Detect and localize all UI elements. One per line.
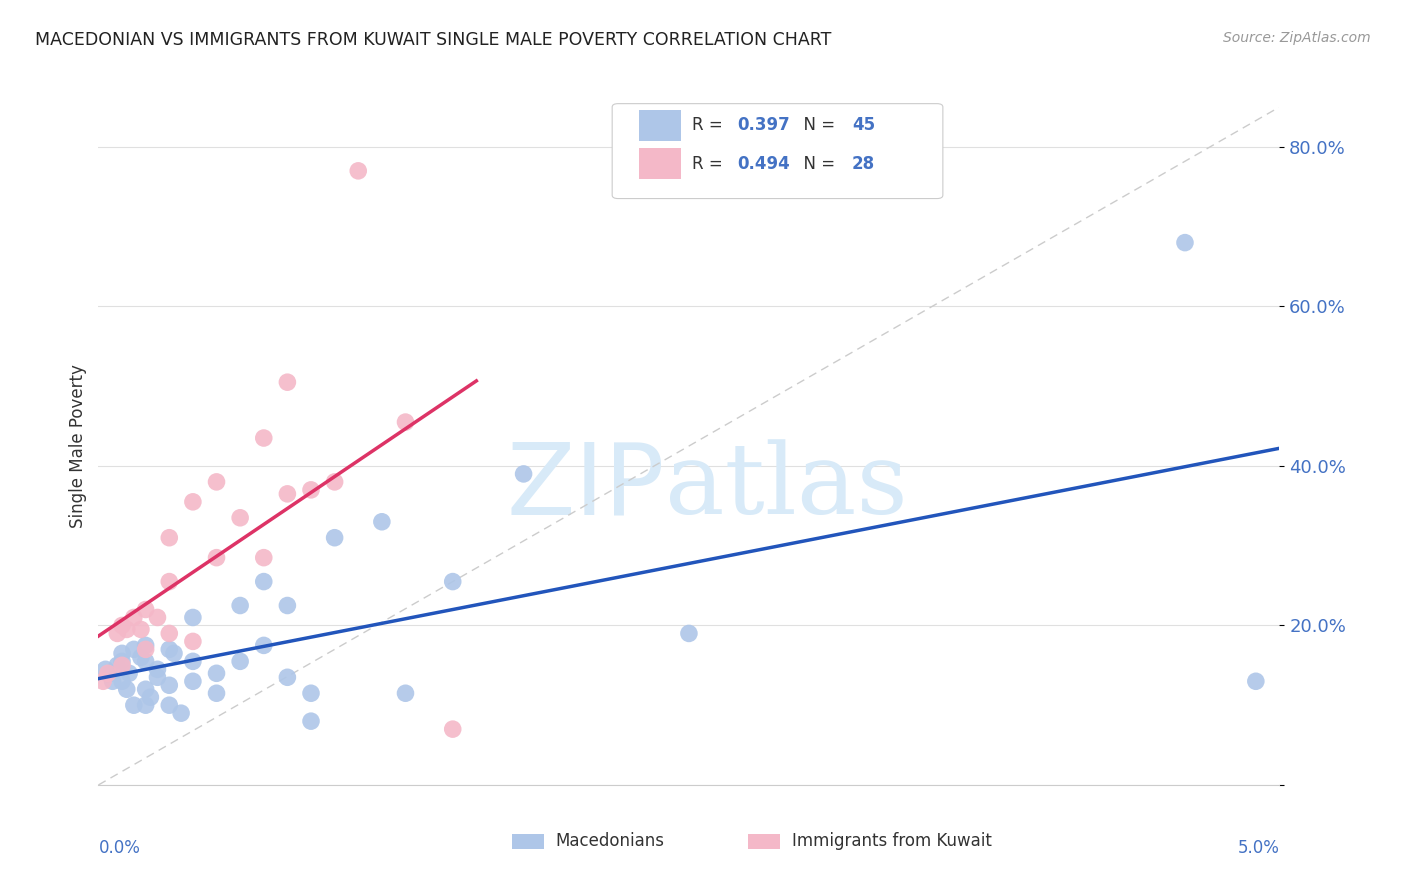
Point bbox=[122, 698, 145, 713]
Point bbox=[97, 666, 120, 681]
Text: 0.0%: 0.0% bbox=[98, 839, 141, 857]
Point bbox=[323, 475, 346, 489]
Text: N =: N = bbox=[793, 155, 841, 173]
Point bbox=[118, 666, 141, 681]
Point bbox=[157, 531, 180, 545]
Point bbox=[101, 674, 124, 689]
FancyBboxPatch shape bbox=[640, 110, 681, 141]
Text: N =: N = bbox=[793, 116, 841, 134]
Point bbox=[122, 642, 145, 657]
Point bbox=[163, 646, 186, 660]
Point bbox=[157, 626, 180, 640]
Point bbox=[139, 690, 162, 705]
Point bbox=[146, 662, 169, 676]
Text: 5.0%: 5.0% bbox=[1237, 839, 1279, 857]
Point bbox=[347, 164, 370, 178]
Point bbox=[205, 475, 228, 489]
Point bbox=[441, 574, 464, 589]
Point bbox=[299, 686, 322, 700]
Point bbox=[115, 623, 138, 637]
Point bbox=[181, 495, 204, 509]
Point bbox=[253, 574, 276, 589]
Point bbox=[276, 670, 298, 684]
Point bbox=[111, 618, 134, 632]
Point bbox=[105, 658, 128, 673]
Point bbox=[678, 626, 700, 640]
Point bbox=[115, 682, 138, 697]
Point bbox=[111, 654, 134, 668]
Point bbox=[146, 670, 169, 684]
Point bbox=[512, 467, 534, 481]
Point bbox=[205, 666, 228, 681]
Point bbox=[394, 415, 416, 429]
Bar bbox=[512, 834, 544, 848]
Point bbox=[394, 686, 416, 700]
Text: R =: R = bbox=[693, 116, 728, 134]
Point bbox=[129, 650, 152, 665]
Point bbox=[146, 610, 169, 624]
Point bbox=[91, 674, 114, 689]
Text: Macedonians: Macedonians bbox=[555, 832, 665, 850]
Text: 45: 45 bbox=[852, 116, 875, 134]
Point bbox=[157, 574, 180, 589]
Point bbox=[157, 678, 180, 692]
Point bbox=[299, 714, 322, 728]
Point bbox=[276, 487, 298, 501]
Point bbox=[157, 698, 180, 713]
Point bbox=[129, 623, 152, 637]
Point bbox=[170, 706, 193, 721]
Point bbox=[98, 666, 121, 681]
Point bbox=[135, 639, 157, 653]
Point bbox=[181, 654, 204, 668]
Point bbox=[135, 642, 157, 657]
Point bbox=[122, 610, 145, 624]
Point bbox=[135, 682, 157, 697]
Text: Immigrants from Kuwait: Immigrants from Kuwait bbox=[792, 832, 991, 850]
Point bbox=[1174, 235, 1197, 250]
Point bbox=[229, 510, 252, 524]
Point bbox=[371, 515, 394, 529]
Point bbox=[253, 639, 276, 653]
Point bbox=[276, 375, 298, 389]
Text: 0.494: 0.494 bbox=[737, 155, 790, 173]
Point bbox=[205, 686, 228, 700]
Text: MACEDONIAN VS IMMIGRANTS FROM KUWAIT SINGLE MALE POVERTY CORRELATION CHART: MACEDONIAN VS IMMIGRANTS FROM KUWAIT SIN… bbox=[35, 31, 831, 49]
Point bbox=[1244, 674, 1267, 689]
Point bbox=[94, 662, 117, 676]
Point bbox=[111, 646, 134, 660]
FancyBboxPatch shape bbox=[640, 148, 681, 179]
Point bbox=[205, 550, 228, 565]
Text: Source: ZipAtlas.com: Source: ZipAtlas.com bbox=[1223, 31, 1371, 45]
Y-axis label: Single Male Poverty: Single Male Poverty bbox=[69, 364, 87, 528]
FancyBboxPatch shape bbox=[612, 103, 943, 199]
Point bbox=[135, 602, 157, 616]
Point bbox=[181, 634, 204, 648]
Point bbox=[157, 642, 180, 657]
Text: R =: R = bbox=[693, 155, 728, 173]
Point bbox=[181, 610, 204, 624]
Point bbox=[135, 654, 157, 668]
Point bbox=[229, 599, 252, 613]
Point bbox=[253, 431, 276, 445]
Point bbox=[111, 674, 134, 689]
Point bbox=[299, 483, 322, 497]
Text: 0.397: 0.397 bbox=[737, 116, 790, 134]
Text: 28: 28 bbox=[852, 155, 875, 173]
Text: atlas: atlas bbox=[665, 439, 908, 534]
Point bbox=[181, 674, 204, 689]
Point bbox=[441, 722, 464, 736]
Point bbox=[253, 550, 276, 565]
Point bbox=[111, 658, 134, 673]
Point bbox=[229, 654, 252, 668]
Bar bbox=[748, 834, 780, 848]
Point bbox=[135, 698, 157, 713]
Point bbox=[105, 626, 128, 640]
Text: ZIP: ZIP bbox=[508, 438, 665, 535]
Point bbox=[276, 599, 298, 613]
Point bbox=[323, 531, 346, 545]
